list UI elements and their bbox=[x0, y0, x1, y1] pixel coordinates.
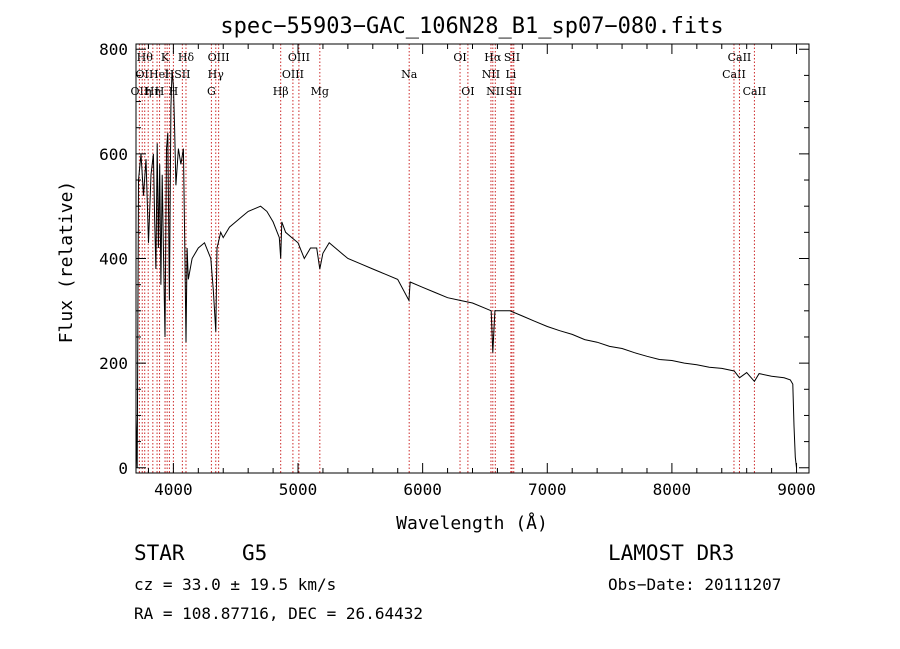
line-label: Mg bbox=[311, 85, 329, 98]
coordinates: RA = 108.87716, DEC = 26.64432 bbox=[134, 604, 423, 623]
x-tick-label: 6000 bbox=[403, 480, 442, 499]
line-label: K bbox=[161, 51, 170, 64]
y-tick-label: 200 bbox=[99, 354, 128, 373]
line-label: OI bbox=[453, 51, 466, 64]
obs-date: Obs−Date: 20111207 bbox=[608, 575, 781, 594]
object-class: STAR bbox=[134, 541, 185, 565]
line-label: Na bbox=[401, 68, 418, 81]
line-label: NII bbox=[482, 68, 500, 81]
y-axis-label: Flux (relative) bbox=[56, 181, 77, 344]
redshift-cz: cz = 33.0 ± 19.5 km/s bbox=[134, 575, 336, 594]
y-tick-label: 800 bbox=[99, 40, 128, 59]
x-tick-label: 4000 bbox=[154, 480, 193, 499]
line-label: SII bbox=[506, 85, 522, 98]
line-label: Hγ bbox=[208, 68, 225, 81]
line-label: H bbox=[155, 85, 165, 98]
line-label: OIII bbox=[288, 51, 310, 64]
y-tick-label: 600 bbox=[99, 145, 128, 164]
x-axis-label: Wavelength (Å) bbox=[396, 512, 548, 534]
x-tick-label: 8000 bbox=[653, 480, 692, 499]
line-label: OII bbox=[131, 85, 149, 98]
plot-frame bbox=[135, 43, 810, 474]
line-label: Hβ bbox=[273, 85, 289, 98]
line-label: Hθ bbox=[137, 51, 154, 64]
line-label: Hη bbox=[145, 85, 161, 98]
y-tick-label: 400 bbox=[99, 250, 128, 269]
line-label: Hα bbox=[484, 51, 502, 64]
line-label: OI bbox=[461, 85, 474, 98]
x-tick-label: 9000 bbox=[777, 480, 816, 499]
flux-series-line bbox=[135, 70, 797, 468]
line-label: Hδ bbox=[178, 51, 195, 64]
line-label: CaII bbox=[743, 85, 767, 98]
x-axis-ticks: 4000 5000 6000 7000 8000 9000 bbox=[147, 44, 816, 499]
line-label: CaII bbox=[728, 51, 752, 64]
x-tick-label: 7000 bbox=[528, 480, 567, 499]
line-label: H bbox=[165, 68, 175, 81]
object-subclass: G5 bbox=[242, 541, 267, 565]
line-label: Li bbox=[505, 68, 516, 81]
spectral-lines: OIIOIHθηHηHeHKlHHSIIHδGHγOIIIHβOIIIOIIIM… bbox=[131, 44, 767, 473]
line-label: OI bbox=[136, 68, 149, 81]
line-label: He bbox=[149, 68, 165, 81]
line-label: SII bbox=[504, 51, 520, 64]
line-label: η bbox=[145, 85, 152, 98]
line-label: OIII bbox=[208, 51, 230, 64]
x-tick-label: 5000 bbox=[279, 480, 318, 499]
line-label: OIII bbox=[282, 68, 304, 81]
line-label: l bbox=[165, 68, 169, 81]
y-tick-label: 0 bbox=[118, 459, 128, 478]
line-label: SII bbox=[174, 68, 190, 81]
y-axis-ticks: 0 200 400 600 800 bbox=[99, 40, 809, 478]
chart-title: spec−55903−GAC_106N28_B1_sp07−080.fits bbox=[220, 14, 723, 39]
line-label: G bbox=[207, 85, 216, 98]
line-label: NII bbox=[486, 85, 504, 98]
survey-name: LAMOST DR3 bbox=[608, 541, 734, 565]
line-label: CaII bbox=[722, 68, 746, 81]
